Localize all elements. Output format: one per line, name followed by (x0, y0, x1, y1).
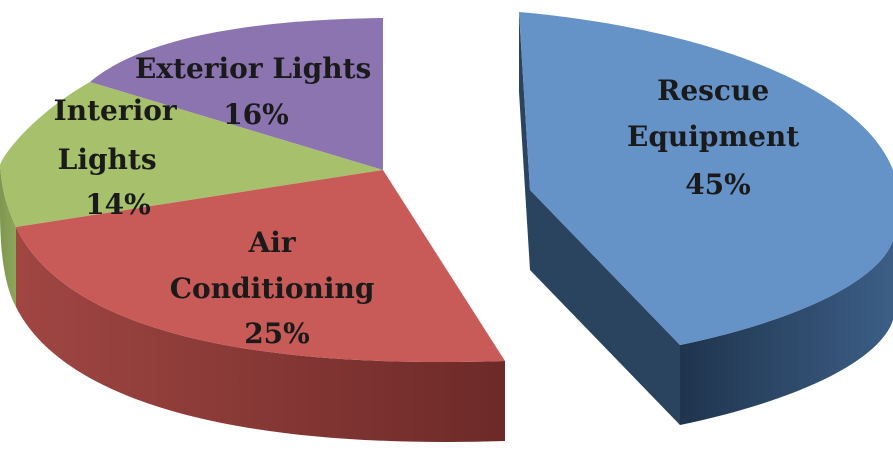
label-interior-line2: Lights (58, 143, 157, 176)
slice-air-conditioning (16, 170, 505, 363)
label-rescue-percent: 45% (685, 168, 751, 201)
slice-side-rescue-equipment-arc (680, 240, 893, 425)
label-interior-lights: Interior Lights 14% (54, 94, 187, 221)
label-air-line1: Air (248, 226, 297, 259)
label-exterior-percent: 16% (223, 98, 289, 131)
label-air-percent: 25% (244, 317, 310, 350)
label-rescue-equipment: Rescue Equipment 45% (627, 74, 809, 201)
slice-labels: Rescue Equipment 45% Air Conditioning 25… (54, 52, 809, 350)
slice-exterior-lights (90, 18, 383, 170)
label-exterior-line1: Exterior Lights (135, 52, 371, 85)
pie-exploded-group (519, 12, 893, 425)
label-interior-percent: 14% (85, 188, 151, 221)
label-interior-line1: Interior (54, 94, 178, 127)
slice-interior-lights (0, 82, 383, 227)
pie-main-group (0, 18, 505, 442)
label-rescue-line1: Rescue (657, 74, 769, 107)
label-air-line2: Conditioning (170, 272, 375, 305)
slice-rescue-equipment (519, 12, 893, 345)
slice-side-rescue-equipment (519, 12, 680, 425)
label-air-conditioning: Air Conditioning 25% (170, 226, 384, 350)
slice-side-interior-lights (0, 165, 16, 307)
slice-side-air-conditioning (16, 227, 505, 442)
label-rescue-line2: Equipment (627, 120, 799, 153)
label-exterior-lights: Exterior Lights 16% (135, 52, 381, 131)
